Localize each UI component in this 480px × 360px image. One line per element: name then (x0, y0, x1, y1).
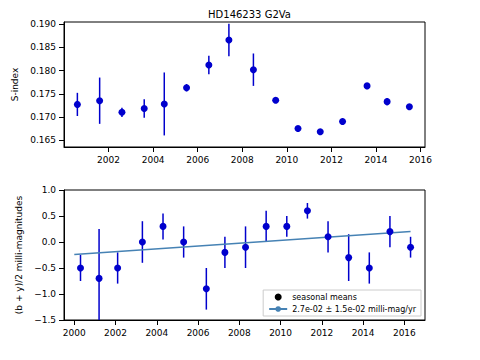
svg-text:2.7e-02 ± 1.5e-02 milli-mag/yr: 2.7e-02 ± 1.5e-02 milli-mag/yr (292, 305, 417, 314)
svg-text:2014: 2014 (365, 155, 388, 165)
svg-text:2002: 2002 (104, 328, 127, 338)
svg-text:2014: 2014 (352, 328, 375, 338)
svg-text:0.170: 0.170 (30, 112, 56, 122)
svg-text:0.5: 0.5 (42, 211, 56, 221)
svg-text:2008: 2008 (228, 328, 251, 338)
svg-text:S-index: S-index (10, 67, 20, 101)
svg-text:2010: 2010 (269, 328, 292, 338)
svg-text:1.0: 1.0 (42, 185, 57, 195)
svg-text:2006: 2006 (186, 155, 209, 165)
svg-text:2008: 2008 (231, 155, 254, 165)
svg-text:seasonal means: seasonal means (292, 293, 357, 302)
svg-text:0.165: 0.165 (30, 135, 56, 145)
svg-text:2004: 2004 (145, 328, 168, 338)
svg-text:−0.5: −0.5 (34, 263, 56, 273)
svg-text:2016: 2016 (393, 328, 416, 338)
svg-text:0.190: 0.190 (30, 19, 56, 29)
svg-text:2000: 2000 (63, 328, 86, 338)
svg-text:−1.0: −1.0 (34, 289, 56, 299)
svg-text:2012: 2012 (320, 155, 343, 165)
svg-text:2010: 2010 (275, 155, 298, 165)
svg-text:0.0: 0.0 (42, 237, 57, 247)
svg-text:2006: 2006 (187, 328, 210, 338)
svg-text:2012: 2012 (310, 328, 333, 338)
svg-text:0.175: 0.175 (30, 89, 56, 99)
svg-text:−1.5: −1.5 (34, 315, 56, 325)
svg-text:HD146233 G2Va: HD146233 G2Va (208, 9, 291, 20)
svg-text:2016: 2016 (409, 155, 432, 165)
svg-text:0.185: 0.185 (30, 42, 56, 52)
svg-text:(b + y)/2 milli-magnitudes: (b + y)/2 milli-magnitudes (14, 196, 24, 315)
svg-text:2004: 2004 (142, 155, 165, 165)
svg-text:0.180: 0.180 (30, 66, 56, 76)
svg-text:2002: 2002 (97, 155, 120, 165)
